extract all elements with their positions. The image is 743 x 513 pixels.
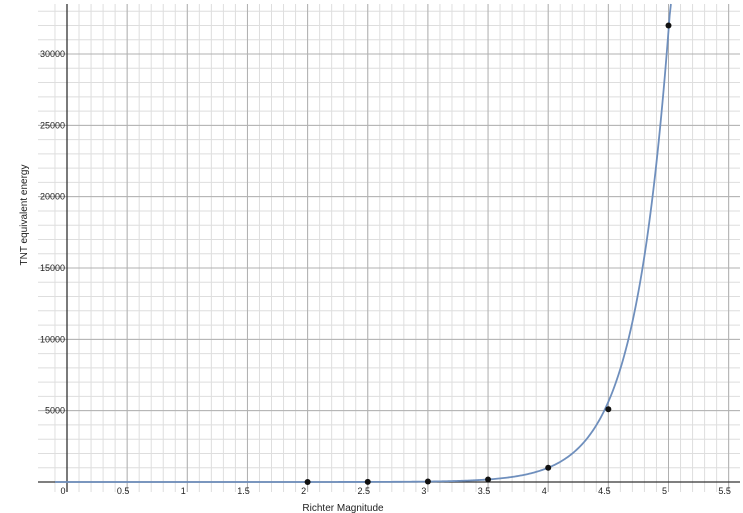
x-tick-label: 2: [301, 486, 306, 496]
fit-curve-line: [54, 3, 672, 483]
minor-grid: [38, 4, 740, 492]
data-point: [304, 478, 311, 485]
y-tick-labels: 5000 10000 15000 20000 25000 30000: [40, 49, 65, 416]
data-point: [605, 406, 612, 413]
x-tick-label: 0: [60, 486, 65, 496]
x-tick-label: 4: [542, 486, 547, 496]
x-tick-labels: 0 0.5 1 1.5 2 2.5 3 3.5 4 4.5 5 5.5: [60, 486, 730, 496]
x-tick-label: 2.5: [357, 486, 370, 496]
axes: [38, 4, 740, 492]
x-tick-label: 1: [181, 486, 186, 496]
data-points-layer: [304, 22, 672, 485]
y-tick-label: 15000: [40, 263, 65, 273]
y-tick-label: 30000: [40, 49, 65, 59]
major-grid: [38, 4, 740, 492]
x-tick-label: 3.5: [478, 486, 491, 496]
x-tick-label: 0.5: [117, 486, 130, 496]
x-tick-label: 4.5: [598, 486, 611, 496]
y-axis-title: TNT equivalent energy: [19, 165, 30, 266]
x-tick-label: 3: [421, 486, 426, 496]
x-tick-label: 5: [662, 486, 667, 496]
x-tick-label: 5.5: [718, 486, 731, 496]
data-point: [424, 478, 431, 485]
fit-curve-layer: [54, 3, 672, 483]
x-tick-label: 1.5: [237, 486, 250, 496]
y-tick-label: 20000: [40, 192, 65, 202]
y-tick-label: 25000: [40, 120, 65, 130]
data-point: [364, 478, 371, 485]
data-point: [665, 22, 672, 29]
y-tick-label: 5000: [45, 406, 65, 416]
y-tick-label: 10000: [40, 334, 65, 344]
x-axis-title: Richter Magnitude: [302, 503, 384, 513]
data-point: [485, 476, 492, 483]
data-point: [545, 464, 552, 471]
